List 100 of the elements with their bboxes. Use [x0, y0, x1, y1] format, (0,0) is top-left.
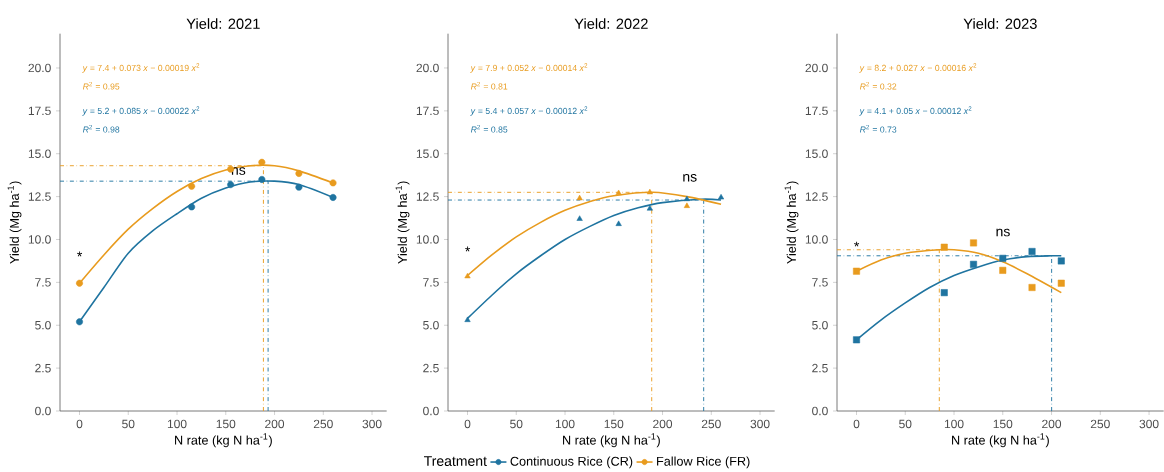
y-tick-label: 15.0	[28, 149, 51, 158]
y-tick-label: 15.0	[805, 149, 828, 158]
annotation: R$^{2}$ = 0.32	[859, 81, 897, 90]
point	[1057, 257, 1065, 265]
y-tick-label: 20.0	[416, 63, 439, 73]
y-tick-label: 20.0	[805, 63, 828, 73]
point	[1028, 284, 1036, 291]
y-axis-title: Yield (Mg ha$^{-1}$)	[7, 181, 22, 264]
y-tick-label: 17.5	[805, 106, 828, 116]
y-tick-label: 0.0	[812, 406, 828, 416]
y-tick-label: 10.0	[28, 235, 51, 244]
y-tick-label: 0.0	[35, 406, 51, 416]
x-tick-label: 250	[701, 419, 721, 429]
legend-title: Treatment	[424, 456, 487, 466]
point	[615, 189, 622, 196]
y-tick-label: 2.5	[812, 363, 828, 373]
point	[683, 202, 690, 208]
legend-label: Fallow Rice (FR)	[657, 456, 750, 469]
point	[615, 220, 622, 226]
y-tick-label: 7.5	[812, 278, 828, 287]
x-tick-label: 300	[362, 419, 382, 429]
y-axis-title: Yield (Mg ha$^{-1}$)	[395, 181, 410, 264]
chart-title: Yield: 2023	[963, 18, 1037, 29]
x-tick-label: 100	[167, 419, 187, 429]
point	[76, 279, 83, 287]
point	[646, 188, 653, 195]
x-tick-label: 200	[1042, 419, 1062, 429]
point	[329, 179, 337, 187]
x-tick-label: 200	[265, 419, 285, 429]
x-tick-label: 50	[510, 419, 523, 429]
annotation: *	[854, 241, 860, 247]
annotation: R$^{2}$ = 0.81	[470, 81, 508, 90]
y-tick-label: 0.0	[423, 406, 439, 416]
point	[329, 194, 337, 201]
y-tick-label: 5.0	[423, 320, 439, 330]
point	[188, 203, 196, 211]
y-tick-label: 12.5	[416, 192, 439, 201]
point	[683, 195, 690, 202]
x-tick-label: 250	[1090, 419, 1110, 429]
annotation: *	[465, 246, 471, 252]
annotation: y = 7.4 + 0.073 x − 0.00019 x$^{2}$	[82, 63, 200, 73]
x-tick-label: 0	[464, 419, 471, 429]
x-tick-label: 150	[604, 419, 624, 429]
y-tick-label: 10.0	[416, 235, 439, 244]
y-tick-label: 12.5	[28, 192, 51, 201]
y-tick-label: 2.5	[423, 363, 439, 373]
point	[940, 243, 948, 251]
point	[258, 158, 266, 166]
point	[970, 239, 977, 247]
x-tick-label: 250	[313, 419, 333, 429]
x-tick-label: 0	[853, 419, 860, 429]
x-tick-label: 0	[76, 419, 83, 429]
x-tick-label: 150	[216, 419, 236, 429]
point	[258, 175, 266, 183]
annotation: y = 8.2 + 0.027 x − 0.00016 x$^{2}$	[859, 63, 977, 73]
x-tick-label: 300	[1139, 419, 1159, 429]
point	[464, 316, 471, 322]
annotation: R$^{2}$ = 0.95	[82, 81, 120, 90]
annotation: ns	[996, 228, 1010, 237]
point	[576, 215, 583, 221]
point	[227, 181, 235, 189]
annotation: R$^{2}$ = 0.98	[82, 124, 120, 133]
y-tick-label: 7.5	[35, 278, 51, 287]
point	[718, 193, 725, 200]
point	[853, 267, 860, 275]
annotation: R$^{2}$ = 0.73	[859, 124, 897, 133]
chart-title: Yield: 2021	[186, 18, 260, 29]
annotation: y = 4.1 + 0.05 x − 0.00012 x$^{2}$	[859, 106, 972, 116]
point	[295, 169, 303, 177]
annotation: *	[77, 251, 83, 257]
annotation: y = 5.2 + 0.085 x − 0.00022 x$^{2}$	[82, 106, 200, 116]
annotation: y = 7.9 + 0.052 x − 0.00014 x$^{2}$	[470, 63, 588, 73]
y-tick-label: 15.0	[416, 149, 439, 158]
y-tick-label: 7.5	[423, 278, 439, 287]
x-axis-title: N rate (kg N ha$^{-1}$)	[563, 433, 660, 448]
x-tick-label: 200	[653, 419, 673, 429]
y-tick-label: 2.5	[35, 363, 51, 373]
x-tick-label: 100	[555, 419, 575, 429]
legend-label: Continuous Rice (CR)	[510, 456, 633, 469]
y-tick-label: 10.0	[805, 235, 828, 244]
point	[646, 205, 653, 211]
point	[1057, 279, 1065, 287]
x-tick-label: 300	[750, 419, 770, 429]
y-tick-label: 17.5	[416, 106, 439, 116]
point	[970, 260, 977, 268]
x-axis-title: N rate (kg N ha$^{-1}$)	[175, 433, 272, 448]
point	[1028, 248, 1036, 255]
point	[76, 318, 83, 326]
x-axis-title: N rate (kg N ha$^{-1}$)	[952, 433, 1049, 448]
point	[576, 194, 583, 201]
point	[999, 254, 1007, 262]
point	[295, 183, 303, 191]
point	[853, 336, 860, 344]
x-tick-label: 100	[944, 419, 964, 429]
x-tick-label: 50	[122, 419, 135, 429]
y-tick-label: 5.0	[35, 320, 51, 330]
annotation: y = 5.4 + 0.057 x − 0.00012 x$^{2}$	[470, 106, 588, 116]
y-tick-label: 5.0	[812, 320, 828, 330]
y-axis-title: Yield (Mg ha$^{-1}$)	[784, 181, 799, 264]
x-tick-label: 150	[993, 419, 1013, 429]
